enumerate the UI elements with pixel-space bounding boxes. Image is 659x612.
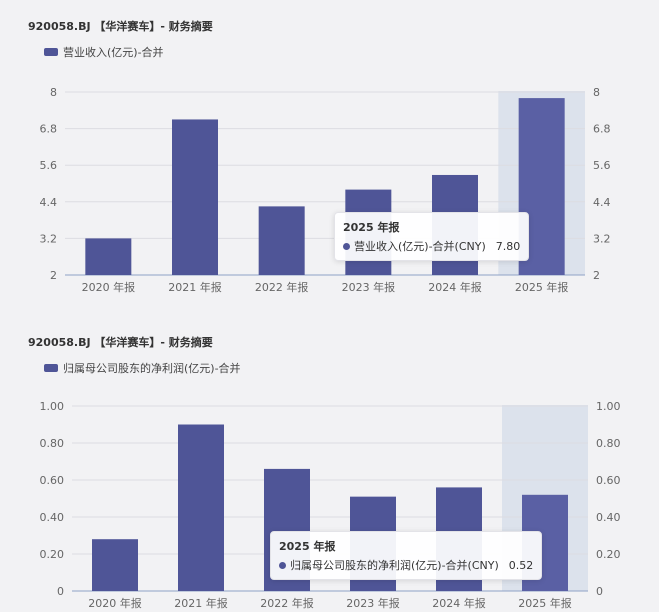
tooltip-series-dot: [279, 561, 286, 569]
chart-tooltip: 2025 年报 营业收入(亿元)-合并(CNY) 7.80: [334, 212, 530, 261]
tooltip-title: 2025 年报: [279, 540, 336, 553]
y-tick-label-right: 0.80: [596, 437, 621, 450]
y-tick-label-left: 3.2: [40, 232, 58, 245]
chart-legend[interactable]: 归属母公司股东的净利润(亿元)-合并: [44, 360, 241, 376]
legend-swatch: [44, 48, 58, 56]
y-tick-label-left: 1.00: [40, 400, 65, 413]
y-tick-label-left: 0: [57, 585, 64, 598]
y-tick-label-right: 8: [593, 86, 600, 99]
y-tick-label-left: 0.40: [40, 511, 65, 524]
x-tick-label: 2020 年报: [88, 596, 142, 610]
x-tick-label: 2023 年报: [342, 280, 396, 294]
x-tick-label: 2022 年报: [255, 280, 309, 294]
y-tick-label-right: 0: [596, 585, 603, 598]
x-tick-label: 2024 年报: [428, 280, 482, 294]
tooltip-value: 7.80: [495, 239, 521, 253]
legend-label: 营业收入(亿元)-合并: [63, 46, 164, 59]
x-tick-label: 2021 年报: [168, 280, 222, 294]
x-tick-label: 2023 年报: [346, 596, 400, 610]
tooltip-series-dot: [343, 242, 350, 250]
chart-legend[interactable]: 营业收入(亿元)-合并: [44, 44, 164, 60]
y-tick-label-right: 5.6: [593, 159, 611, 172]
y-tick-label-left: 5.6: [40, 159, 58, 172]
y-tick-label-left: 0.20: [40, 548, 65, 561]
tooltip-series-label: 归属母公司股东的净利润(亿元)-合并(CNY): [290, 559, 499, 572]
y-tick-label-left: 6.8: [40, 123, 58, 136]
x-tick-label: 2021 年报: [174, 596, 228, 610]
bar-1[interactable]: [92, 539, 138, 591]
revenue-bar-chart[interactable]: 2 2 3.2 3.2 4.4 4.4 5.6 5.6 6.8 6.8 8 8 2020 年报 2021 …: [0, 0, 659, 306]
x-tick-label: 2022 年报: [260, 596, 314, 610]
x-tick-label: 2024 年报: [432, 596, 486, 610]
y-tick-label-right: 3.2: [593, 232, 611, 245]
y-tick-label-right: 2: [593, 269, 600, 282]
legend-label: 归属母公司股东的净利润(亿元)-合并: [63, 362, 241, 375]
y-tick-label-left: 0.60: [40, 474, 65, 487]
tooltip-title: 2025 年报: [343, 221, 400, 234]
bar-3[interactable]: [258, 206, 305, 275]
y-tick-label-right: 4.4: [593, 196, 611, 209]
y-tick-label-right: 0.40: [596, 511, 621, 524]
y-tick-label-left: 2: [50, 269, 57, 282]
y-tick-label-right: 1.00: [596, 400, 621, 413]
y-tick-label-right: 0.20: [596, 548, 621, 561]
bar-1[interactable]: [85, 238, 132, 275]
y-tick-label-right: 6.8: [593, 123, 611, 136]
chart-title: 920058.BJ 【华洋赛车】- 财务摘要: [28, 336, 213, 349]
y-tick-label-right: 0.60: [596, 474, 621, 487]
revenue-chart-panel: 920058.BJ 【华洋赛车】- 财务摘要 营业收入(亿元)-合并 2 2 3.2…: [0, 0, 659, 306]
chart-tooltip: 2025 年报 归属母公司股东的净利润(亿元)-合并(CNY) 0.52: [270, 531, 543, 580]
y-tick-label-left: 4.4: [40, 196, 58, 209]
bar-2[interactable]: [172, 119, 218, 275]
x-tick-label: 2025 年报: [518, 596, 572, 610]
bar-2[interactable]: [178, 424, 224, 592]
legend-swatch: [44, 364, 58, 372]
x-tick-label: 2025 年报: [515, 280, 569, 294]
y-tick-label-left: 0.80: [40, 437, 65, 450]
net-profit-chart-panel: 920058.BJ 【华洋赛车】- 财务摘要 归属母公司股东的净利润(亿元)-合…: [0, 320, 659, 612]
x-tick-label: 2020 年报: [82, 280, 136, 294]
y-tick-label-left: 8: [50, 86, 57, 99]
tooltip-series-label: 营业收入(亿元)-合并(CNY): [354, 240, 486, 253]
tooltip-value: 0.52: [508, 558, 534, 572]
chart-title: 920058.BJ 【华洋赛车】- 财务摘要: [28, 20, 213, 33]
